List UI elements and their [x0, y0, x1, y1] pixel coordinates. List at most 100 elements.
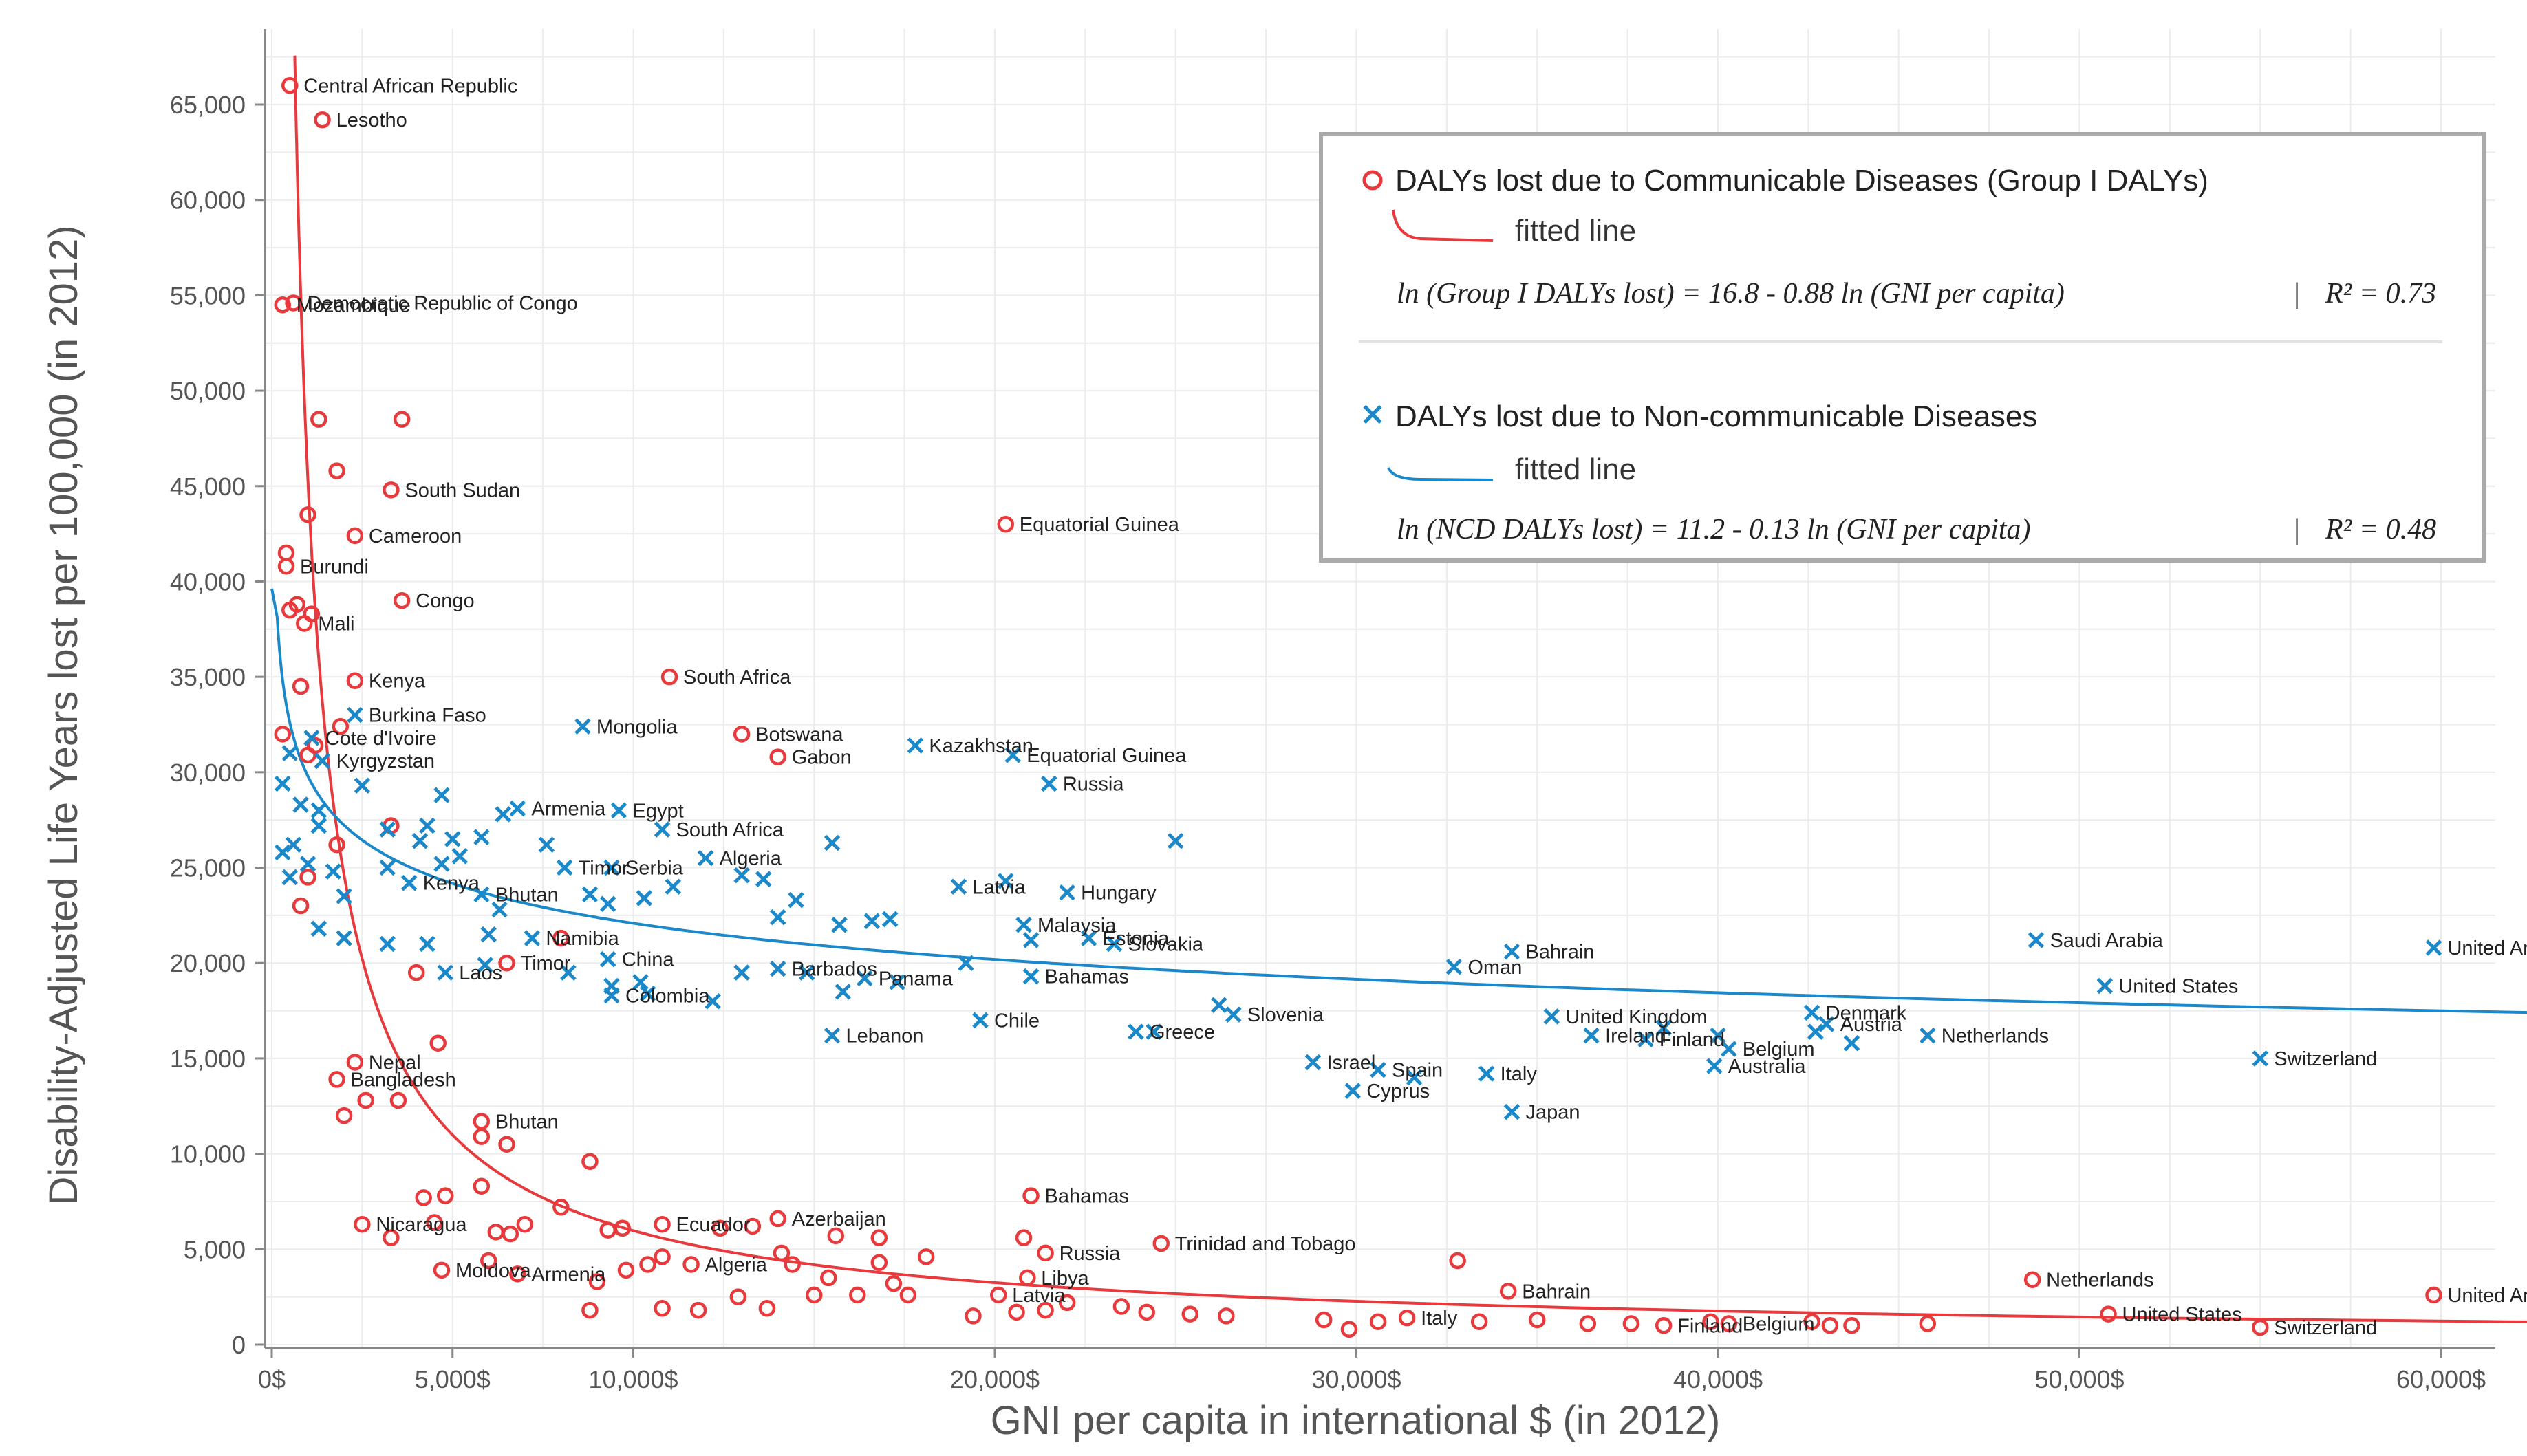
- ncd-point: [411, 832, 429, 849]
- group1-point: [1019, 1269, 1036, 1287]
- group1-point: [581, 1153, 599, 1170]
- ncd-point-label: Bhutan: [495, 884, 559, 906]
- ncd-point: [336, 930, 352, 946]
- group1-point-label: Italy: [1421, 1307, 1458, 1329]
- ncd-point-label: Kenya: [423, 873, 480, 895]
- group1-point: [346, 527, 364, 545]
- group1-point-label: Azerbaijan: [792, 1208, 886, 1230]
- group1-point: [1152, 1235, 1170, 1252]
- ncd-point: [560, 964, 577, 981]
- ncd-point-label: Belgium: [1743, 1039, 1815, 1061]
- x-tick-label: 30,000$: [1311, 1365, 1401, 1393]
- ncd-point-label: Algeria: [720, 848, 782, 870]
- ncd-point-label: Barbados: [792, 959, 877, 981]
- group1-point: [711, 1219, 729, 1237]
- ncd-point: [495, 806, 512, 823]
- group1-point: [849, 1286, 866, 1304]
- legend-circle-marker: [1362, 170, 1383, 191]
- group1-point: [870, 1254, 888, 1271]
- ncd-point: [881, 911, 899, 928]
- group1-point: [346, 1054, 364, 1071]
- group1-point: [769, 1210, 786, 1228]
- ncd-point: [1503, 943, 1520, 960]
- ncd-point: [538, 836, 555, 854]
- ncd-point-label: Panama: [879, 968, 954, 990]
- ncd-point: [1022, 932, 1040, 948]
- y-tick-label: 60,000: [170, 186, 246, 215]
- group1-point: [654, 1248, 671, 1265]
- ncd-point: [1583, 1027, 1600, 1044]
- ncd-point: [1106, 935, 1123, 953]
- ncd-point: [1146, 1023, 1162, 1040]
- ncd-point: [639, 985, 656, 1002]
- x-tick-label: 10,000$: [588, 1365, 678, 1393]
- ncd-point: [1004, 747, 1022, 763]
- y-tick-label: 55,000: [170, 281, 246, 309]
- ncd-point: [556, 859, 573, 876]
- ncd-point-label: Armenia: [531, 798, 606, 821]
- group1-point: [473, 1113, 491, 1130]
- ncd-point: [1059, 884, 1075, 901]
- ncd-point: [354, 777, 371, 794]
- ncd-point: [325, 863, 342, 880]
- legend-ncd-equation: ln (NCD DALYs lost) = 11.2 - 0.13 ln (GN…: [1397, 514, 2031, 545]
- ncd-point: [1803, 1004, 1820, 1021]
- group1-point: [784, 1256, 801, 1273]
- ncd-point: [281, 869, 299, 886]
- ncd-point-label: Kazakhstan: [929, 735, 1033, 757]
- group1-point: [806, 1286, 823, 1304]
- group1-point: [773, 1244, 791, 1262]
- ncd-point-label: United Arab Emirates: [2447, 937, 2527, 959]
- legend-group1-separator: |: [2292, 278, 2301, 309]
- ncd-point: [972, 1012, 989, 1029]
- group1-point: [733, 726, 751, 743]
- ncd-point-label: Russia: [1063, 773, 1125, 795]
- ncd-point: [1041, 775, 1057, 792]
- group1-point-label: United States: [2122, 1304, 2242, 1326]
- group1-point: [1398, 1309, 1416, 1327]
- group1-point: [426, 1214, 443, 1231]
- ncd-point: [2425, 939, 2442, 956]
- group1-point: [654, 1215, 671, 1233]
- ncd-point: [480, 926, 497, 943]
- ncd-point: [379, 821, 396, 838]
- group1-point: [1138, 1303, 1155, 1321]
- ncd-point-label: Australia: [1728, 1056, 1807, 1078]
- group1-point: [997, 515, 1015, 533]
- group1-point: [729, 1288, 747, 1305]
- ncd-point-label: Israel: [1326, 1052, 1375, 1074]
- group1-point: [1499, 1283, 1517, 1300]
- ncd-point: [1080, 930, 1097, 946]
- group1-point: [433, 1261, 451, 1279]
- group1-point-label: Democratic Republic of Congo: [308, 292, 578, 314]
- group1-point: [1315, 1311, 1333, 1329]
- group1-point: [899, 1286, 917, 1304]
- ncd-point-label: Greece: [1150, 1021, 1215, 1043]
- legend-x-marker: ×: [1359, 395, 1386, 432]
- legend: DALYs lost due to Communicable Diseases …: [1319, 132, 2486, 563]
- group1-point: [296, 615, 313, 632]
- group1-point: [758, 1300, 776, 1317]
- ncd-point: [1211, 997, 1227, 1014]
- fitted-lines: [270, 55, 2527, 1323]
- ncd-point: [419, 817, 435, 834]
- group1-point: [2023, 1271, 2041, 1288]
- group1-point-label: United Arab Emirates: [2447, 1285, 2527, 1307]
- ncd-point: [907, 737, 924, 754]
- legend-group1-equation: ln (Group I DALYs lost) = 16.8 - 0.88 ln…: [1397, 278, 2065, 309]
- ncd-point: [1370, 1061, 1386, 1078]
- y-tick-label: 65,000: [170, 91, 246, 119]
- data-points: [274, 77, 2442, 1338]
- ncd-point-label: Saudi Arabia: [2050, 930, 2163, 952]
- ncd-point: [1344, 1083, 1362, 1099]
- group1-point: [689, 1301, 707, 1319]
- ncd-point: [733, 964, 750, 981]
- ncd-point: [491, 901, 508, 918]
- group1-point: [1803, 1313, 1820, 1330]
- ncd-point: [610, 802, 627, 819]
- ncd-point: [2028, 932, 2045, 948]
- group1-point: [346, 672, 364, 689]
- ncd-point-label: Italy: [1501, 1063, 1538, 1085]
- group1-point: [332, 718, 350, 735]
- ncd-point: [824, 1027, 841, 1044]
